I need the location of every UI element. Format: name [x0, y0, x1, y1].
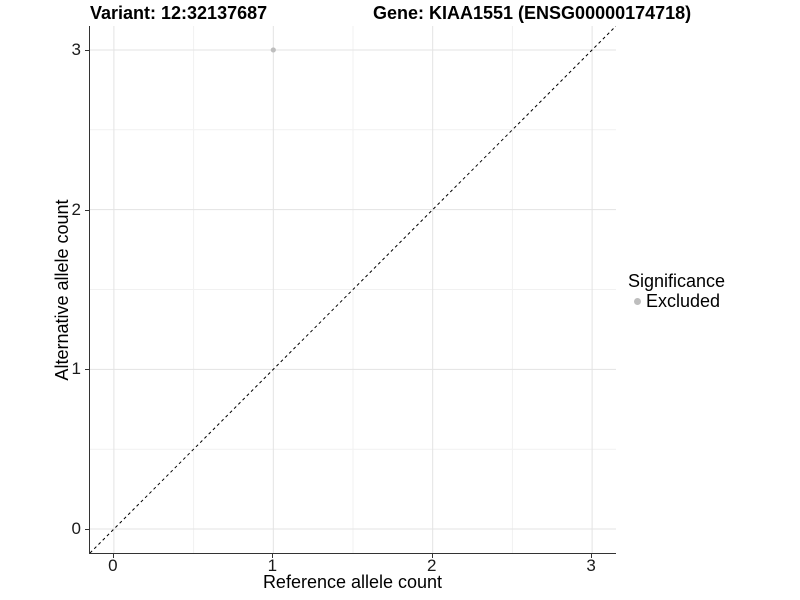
y-axis-title: Alternative allele count — [52, 199, 72, 381]
variant-title: Variant: 12:32137687 — [90, 3, 268, 23]
legend-dot-icon — [634, 297, 641, 305]
plot-panel — [89, 26, 616, 554]
legend-item: Excluded — [628, 291, 725, 311]
x-axis-title: Reference allele count — [262, 572, 443, 592]
y-axis-tick-label: 1 — [71, 359, 81, 379]
y-axis-tick — [85, 209, 89, 211]
data-point — [270, 47, 276, 53]
x-axis-tick — [591, 554, 593, 558]
identity-line — [90, 26, 616, 553]
x-axis-tick — [431, 554, 433, 558]
plot-canvas — [90, 26, 616, 553]
x-axis-tick-label: 0 — [108, 556, 118, 575]
x-axis-tick-label: 1 — [267, 556, 278, 575]
y-axis-tick-label: 0 — [71, 519, 81, 539]
y-axis-tick — [85, 369, 89, 371]
gridlines-major — [90, 26, 616, 553]
legend: Significance Excluded — [628, 271, 725, 311]
legend-items: Excluded — [628, 291, 725, 311]
y-axis-tick — [85, 49, 89, 51]
y-axis-tick-label: 2 — [71, 199, 81, 219]
x-axis-tick-label: 3 — [586, 556, 596, 575]
x-axis-tick — [272, 554, 274, 558]
x-axis-tick — [112, 554, 114, 558]
legend-item-label: Excluded — [646, 291, 721, 311]
legend-title: Significance — [628, 271, 726, 291]
y-axis-tick-label: 3 — [71, 39, 81, 59]
gene-title: Gene: KIAA1551 (ENSG00000174718) — [373, 3, 692, 23]
y-axis-tick — [85, 529, 89, 531]
x-axis-tick-label: 2 — [426, 556, 437, 575]
